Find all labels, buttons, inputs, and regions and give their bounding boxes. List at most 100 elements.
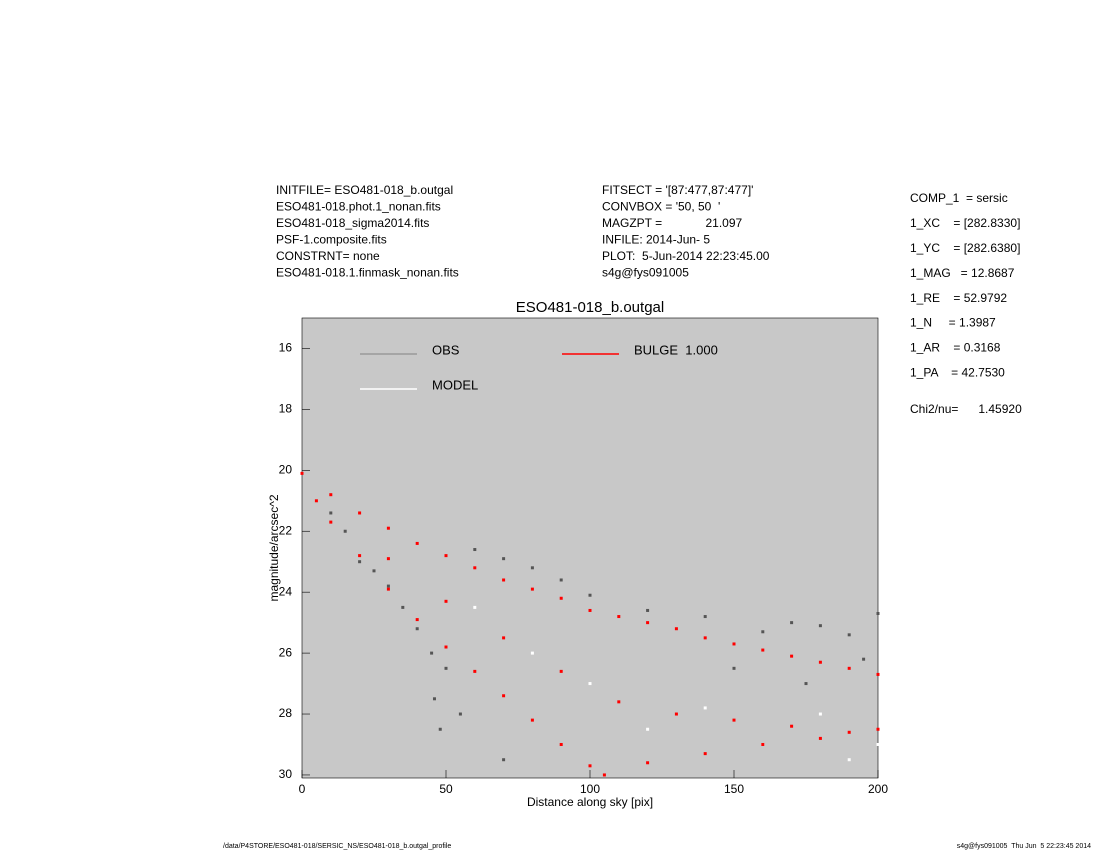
header-left-line: INITFILE= ESO481-018_b.outgal (276, 183, 453, 197)
data-point (329, 493, 333, 497)
legend-label: BULGE 1.000 (634, 342, 718, 357)
data-point (703, 706, 707, 710)
data-point (790, 621, 794, 625)
y-tick-label: 16 (279, 341, 293, 355)
fit-parameter: 1_AR = 0.3168 (910, 341, 1001, 355)
y-tick-label: 18 (279, 402, 293, 416)
data-point (372, 569, 376, 573)
fit-parameter: 1_N = 1.3987 (910, 316, 996, 330)
data-point (674, 712, 678, 716)
fit-parameter: 1_XC = [282.8330] (910, 216, 1020, 230)
data-point (847, 633, 851, 637)
data-point (559, 596, 563, 600)
data-point (300, 471, 304, 475)
fit-parameter: Chi2/nu= 1.45920 (910, 402, 1022, 416)
plot-area (301, 317, 879, 779)
header-middle-line: FITSECT = '[87:477,87:477]' (602, 183, 753, 197)
data-point (530, 587, 534, 591)
data-point (502, 694, 506, 698)
data-point (818, 712, 822, 716)
data-point (444, 554, 448, 558)
data-point (358, 511, 362, 515)
data-point (761, 742, 765, 746)
data-point (358, 560, 362, 564)
data-point (818, 624, 822, 628)
data-point (314, 499, 318, 503)
data-point (646, 727, 650, 731)
data-point (329, 520, 333, 524)
data-point (674, 627, 678, 631)
data-point (386, 557, 390, 561)
data-point (473, 548, 477, 552)
x-axis-label: Distance along sky [pix] (527, 795, 653, 809)
data-point (358, 554, 362, 558)
data-point (530, 718, 534, 722)
x-tick-label: 0 (299, 782, 306, 796)
data-point (876, 742, 880, 746)
data-point (458, 712, 462, 716)
data-point (530, 651, 534, 655)
data-point (818, 736, 822, 740)
header-left-line: ESO481-018.1.finmask_nonan.fits (276, 266, 459, 280)
data-point (818, 660, 822, 664)
data-point (401, 605, 405, 609)
data-point (473, 605, 477, 609)
data-point (432, 697, 436, 701)
header-left-line: PSF-1.composite.fits (276, 233, 387, 247)
header-middle-line: MAGZPT = 21.097 (602, 216, 742, 230)
y-tick-label: 28 (279, 706, 293, 720)
data-point (617, 615, 621, 619)
chart-title: ESO481-018_b.outgal (516, 299, 664, 316)
header-middle-line: CONVBOX = '50, 50 ' (602, 200, 720, 214)
y-tick-label: 20 (279, 462, 293, 476)
data-point (473, 566, 477, 570)
x-tick-label: 100 (580, 782, 600, 796)
data-point (703, 636, 707, 640)
data-point (847, 666, 851, 670)
y-tick-label: 30 (279, 767, 293, 781)
y-tick-label: 26 (279, 645, 293, 659)
data-point (646, 761, 650, 765)
fit-parameter: 1_PA = 42.7530 (910, 365, 1005, 379)
data-point (444, 599, 448, 603)
data-point (703, 752, 707, 756)
y-tick-label: 24 (279, 584, 293, 598)
data-point (530, 566, 534, 570)
x-tick-label: 50 (439, 782, 453, 796)
data-point (473, 669, 477, 673)
data-point (502, 636, 506, 640)
data-point (588, 682, 592, 686)
y-axis-label: magnitude/arcsec^2 (267, 494, 281, 601)
header-left-line: ESO481-018.phot.1_nonan.fits (276, 200, 441, 214)
data-point (588, 764, 592, 768)
header-middle-line: INFILE: 2014-Jun- 5 (602, 233, 710, 247)
data-point (430, 651, 434, 655)
data-point (862, 657, 866, 661)
data-point (602, 773, 606, 777)
data-point (876, 611, 880, 615)
data-point (732, 718, 736, 722)
data-point (876, 672, 880, 676)
data-point (847, 758, 851, 762)
data-point (415, 541, 419, 545)
y-tick-label: 22 (279, 523, 293, 537)
data-point (790, 654, 794, 658)
data-point (386, 587, 390, 591)
legend-label: MODEL (432, 377, 478, 392)
data-point (415, 618, 419, 622)
data-point (502, 758, 506, 762)
fit-parameter: 1_YC = [282.6380] (910, 241, 1020, 255)
data-point (761, 648, 765, 652)
fit-parameter: 1_MAG = 12.8687 (910, 266, 1015, 280)
header-left-line: CONSTRNT= none (276, 249, 380, 263)
data-point (617, 700, 621, 704)
data-point (646, 608, 650, 612)
data-point (646, 621, 650, 625)
legend-label: OBS (432, 342, 460, 357)
data-point (386, 526, 390, 530)
fit-parameter: COMP_1 = sersic (910, 191, 1008, 205)
header-middle-line: PLOT: 5-Jun-2014 22:23:45.00 (602, 249, 770, 263)
data-point (444, 666, 448, 670)
data-point (444, 645, 448, 649)
